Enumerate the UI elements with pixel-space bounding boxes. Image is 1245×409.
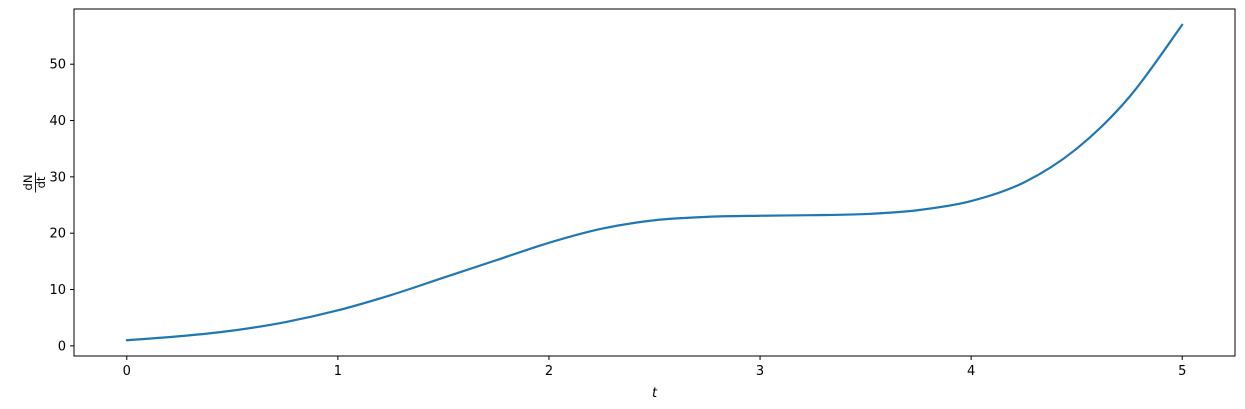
plot-content <box>125 23 1184 342</box>
y-tick-label: 40 <box>49 114 66 129</box>
y-tick-label: 0 <box>58 339 66 354</box>
x-tick-label: 4 <box>967 364 975 379</box>
y-axis-label: dN dt <box>21 172 48 193</box>
x-tick-label: 2 <box>545 364 553 379</box>
x-axis-label: t <box>652 386 658 401</box>
y-tick-label: 30 <box>49 170 66 185</box>
x-tick-label: 0 <box>123 364 131 379</box>
y-axis-label-denominator: dt <box>34 176 48 188</box>
x-axis: 0 1 2 3 4 5 <box>123 356 1186 379</box>
y-axis: 0 10 20 30 40 50 <box>49 58 74 354</box>
y-tick-label: 20 <box>49 227 66 242</box>
x-tick-label: 1 <box>334 364 342 379</box>
x-tick-label: 5 <box>1178 364 1186 379</box>
y-tick-label: 10 <box>49 283 66 298</box>
x-tick-label: 3 <box>756 364 764 379</box>
y-axis-label-numerator: dN <box>21 175 35 191</box>
y-tick-label: 50 <box>49 58 66 73</box>
plot-frame <box>73 8 1236 357</box>
series-line <box>125 23 1184 342</box>
